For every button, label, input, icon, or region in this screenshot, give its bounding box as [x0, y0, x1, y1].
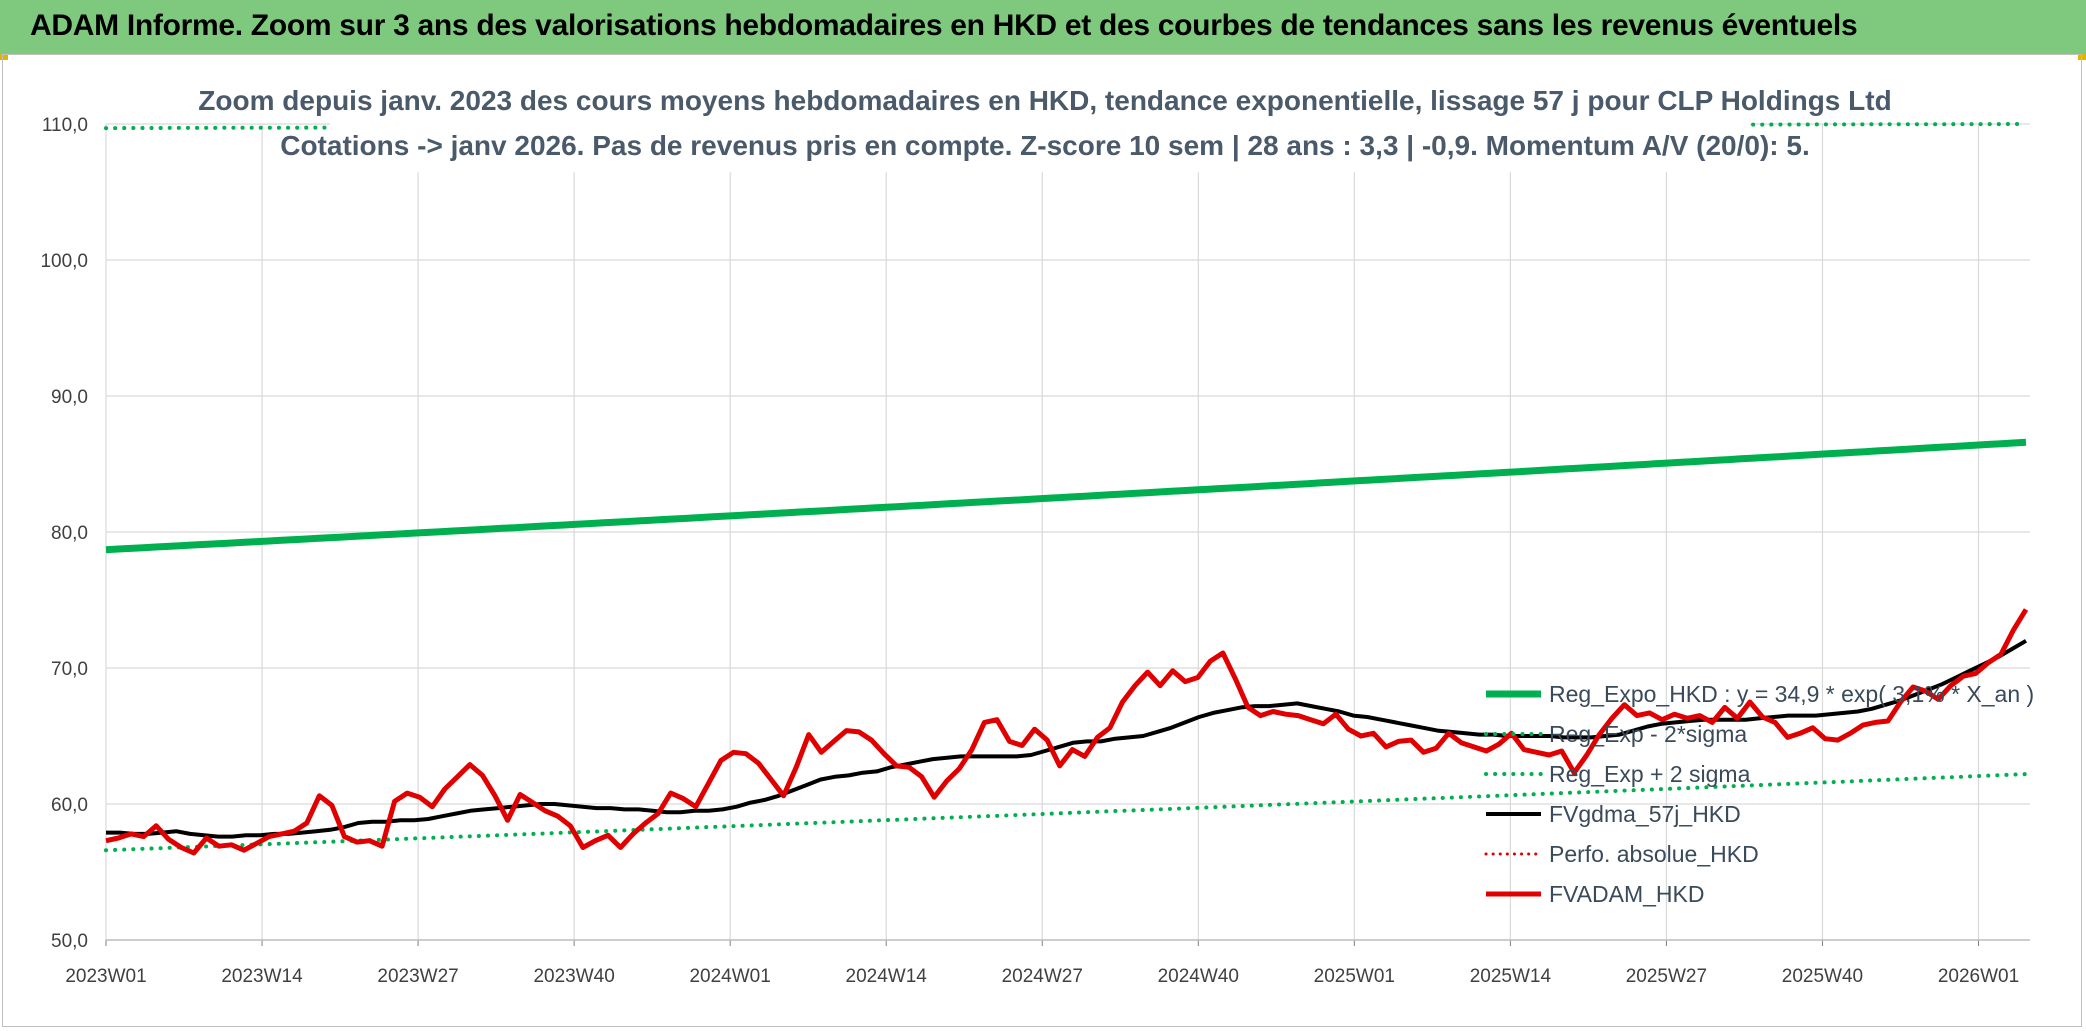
y-tick-label: 90,0: [51, 387, 88, 408]
x-tick-label: 2025W40: [1782, 966, 1863, 987]
y-tick-label: 100,0: [40, 251, 88, 272]
corner-mark-left: [0, 54, 8, 60]
x-tick-label: 2024W40: [1158, 966, 1239, 987]
x-axis-ticks: 2023W01 2023W14 2023W27 2023W40 2024W01 2024W…: [65, 966, 2019, 987]
gridlines: [105, 123, 2030, 946]
y-axis-ticks: 50,0 60,0 70,0 80,0 90,0 100,0 110,0: [40, 115, 88, 952]
series-reg-expo-hkd: [105, 438, 2027, 554]
legend-item-reg-exp-plus-label: Reg_Exp + 2 sigma: [1549, 761, 1751, 787]
legend: Reg_Expo_HKD : y = 34,9 * exp( 3,1% * X_…: [1484, 681, 2034, 907]
header-title: ADAM Informe. Zoom sur 3 ans des valoris…: [30, 9, 1858, 42]
legend-item-reg-exp-minus-label: Reg_Exp - 2*sigma: [1549, 721, 1747, 747]
corner-mark-right: [2078, 54, 2086, 60]
y-tick-label: 70,0: [51, 659, 88, 680]
chart-frame: [2, 54, 2082, 1027]
title-background: [330, 76, 1750, 172]
chart-title-line1: Zoom depuis janv. 2023 des cours moyens …: [198, 85, 1891, 116]
chart-title-box: Zoom depuis janv. 2023 des cours moyens …: [198, 76, 1892, 172]
series-reg-exp-minus-2sigma: [104, 772, 2028, 853]
x-tick-label: 2023W27: [377, 966, 458, 987]
x-tick-label: 2025W14: [1470, 966, 1552, 987]
legend-item-fvgdma-label: FVgdma_57j_HKD: [1549, 801, 1741, 827]
x-tick-label: 2023W40: [533, 966, 614, 987]
x-tick-label: 2024W27: [1002, 966, 1083, 987]
series-fvadam-hkd: [105, 608, 2029, 856]
x-tick-label: 2026W01: [1938, 966, 2019, 987]
x-tick-label: 2023W14: [221, 966, 303, 987]
chart-title-line2: Cotations -> janv 2026. Pas de revenus p…: [280, 130, 1810, 161]
legend-item-perfo-label: Perfo. absolue_HKD: [1549, 841, 1759, 867]
legend-item-reg-expo-label: Reg_Expo_HKD : y = 34,9 * exp( 3,1% * X_…: [1549, 681, 2034, 707]
header-banner: ADAM Informe. Zoom sur 3 ans des valoris…: [0, 0, 2086, 55]
x-tick-label: 2024W14: [846, 966, 928, 987]
x-tick-label: 2025W27: [1626, 966, 1707, 987]
y-tick-label: 60,0: [51, 795, 88, 816]
x-tick-label: 2024W01: [689, 966, 770, 987]
y-tick-label: 50,0: [51, 931, 88, 952]
y-tick-label: 110,0: [42, 115, 88, 136]
x-tick-label: 2023W01: [65, 966, 146, 987]
legend-item-fvadam-label: FVADAM_HKD: [1549, 881, 1705, 907]
y-tick-label: 80,0: [51, 523, 88, 544]
x-tick-label: 2025W01: [1314, 966, 1395, 987]
